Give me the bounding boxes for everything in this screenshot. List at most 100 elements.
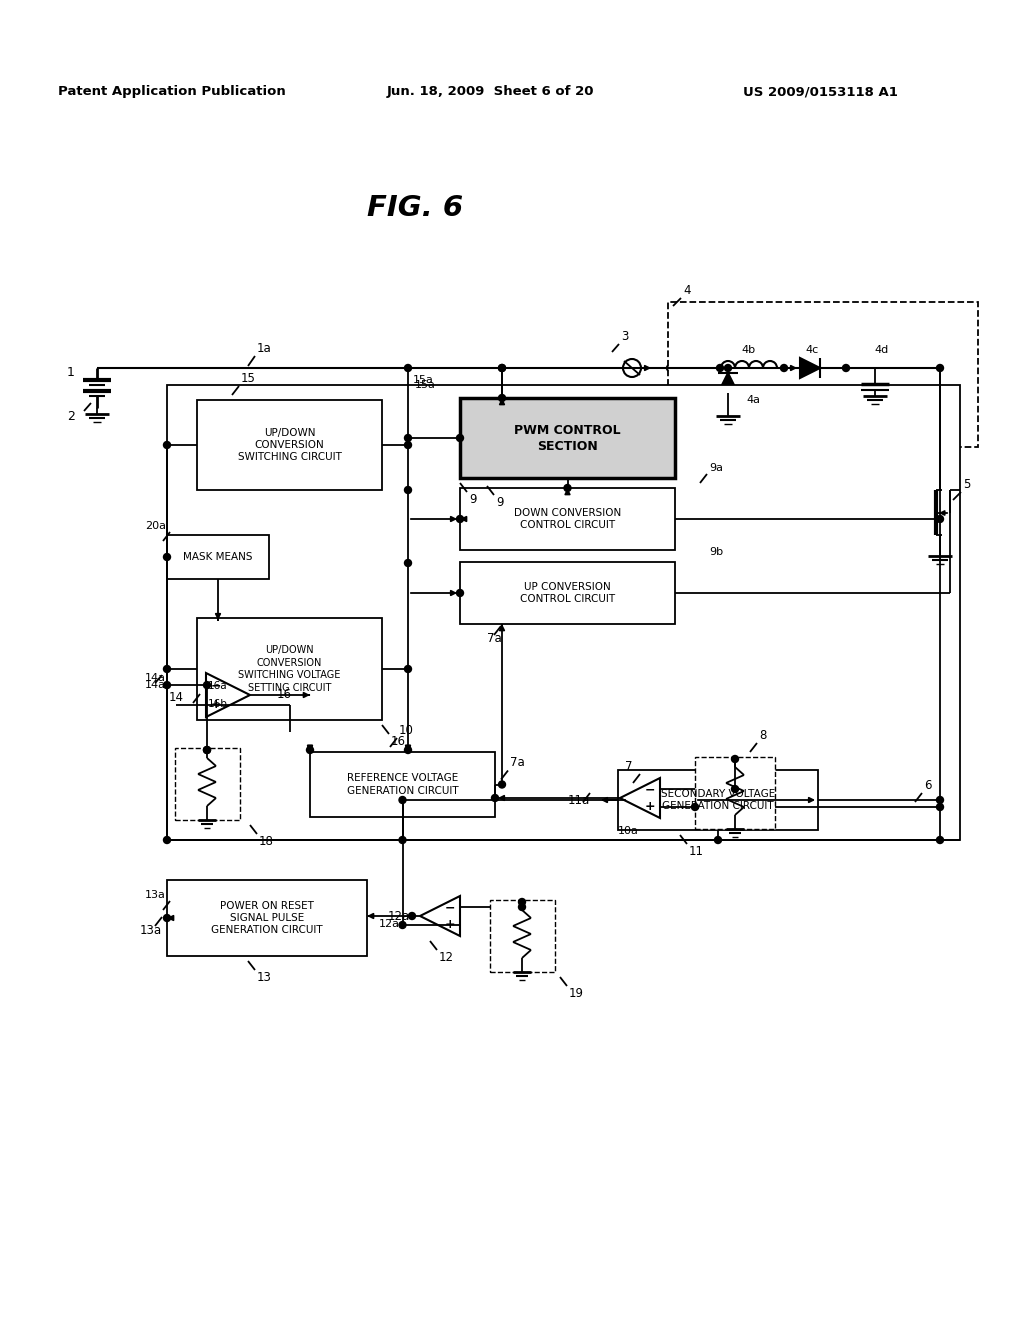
- Text: 7: 7: [625, 760, 632, 774]
- Circle shape: [399, 921, 406, 928]
- Circle shape: [715, 837, 722, 843]
- Text: 9a: 9a: [709, 463, 723, 473]
- Circle shape: [780, 364, 787, 371]
- Circle shape: [457, 516, 464, 523]
- Text: REFERENCE VOLTAGE
GENERATION CIRCUIT: REFERENCE VOLTAGE GENERATION CIRCUIT: [347, 774, 459, 796]
- Circle shape: [937, 837, 943, 843]
- Circle shape: [204, 681, 211, 689]
- Circle shape: [404, 487, 412, 494]
- Circle shape: [499, 364, 506, 371]
- Text: 16a: 16a: [208, 681, 227, 690]
- Circle shape: [164, 915, 171, 921]
- Text: 4d: 4d: [874, 345, 889, 355]
- Text: 4: 4: [683, 284, 690, 297]
- Text: 15: 15: [241, 372, 256, 385]
- Text: 9: 9: [469, 492, 476, 506]
- Text: 13a: 13a: [140, 924, 162, 936]
- Text: 15a: 15a: [413, 375, 434, 385]
- Circle shape: [404, 665, 412, 672]
- Text: 13: 13: [257, 972, 272, 983]
- Bar: [197, 618, 382, 719]
- Circle shape: [731, 755, 738, 763]
- Text: UP/DOWN
CONVERSION
SWITCHING VOLTAGE
SETTING CIRCUIT: UP/DOWN CONVERSION SWITCHING VOLTAGE SET…: [239, 645, 341, 693]
- Circle shape: [937, 804, 943, 810]
- Circle shape: [937, 364, 943, 371]
- Text: +: +: [645, 800, 655, 813]
- Text: 1a: 1a: [257, 342, 271, 355]
- Circle shape: [164, 837, 171, 843]
- Text: 14a: 14a: [145, 673, 166, 682]
- Circle shape: [164, 553, 171, 561]
- Circle shape: [667, 364, 674, 371]
- Text: UP/DOWN
CONVERSION
SWITCHING CIRCUIT: UP/DOWN CONVERSION SWITCHING CIRCUIT: [238, 428, 341, 462]
- Circle shape: [306, 747, 313, 754]
- Circle shape: [499, 395, 506, 401]
- Text: 11: 11: [689, 845, 705, 858]
- Bar: [618, 770, 818, 830]
- Text: 16: 16: [278, 689, 292, 701]
- Text: −: −: [444, 902, 456, 913]
- Text: 8: 8: [759, 729, 766, 742]
- Text: +: +: [444, 917, 456, 931]
- Circle shape: [457, 590, 464, 597]
- Text: −: −: [211, 680, 221, 692]
- Circle shape: [399, 837, 406, 843]
- Circle shape: [409, 912, 416, 920]
- Text: MASK MEANS: MASK MEANS: [183, 552, 253, 562]
- Text: US 2009/0153118 A1: US 2009/0153118 A1: [742, 86, 897, 99]
- Circle shape: [499, 781, 506, 788]
- Text: 16: 16: [391, 735, 406, 748]
- Text: 15a: 15a: [415, 380, 436, 389]
- Circle shape: [717, 364, 724, 371]
- Text: −: −: [645, 783, 655, 796]
- Circle shape: [164, 665, 171, 672]
- Circle shape: [843, 364, 850, 371]
- Text: 14a: 14a: [145, 680, 166, 690]
- Bar: [167, 880, 367, 956]
- Text: PWM CONTROL
SECTION: PWM CONTROL SECTION: [514, 424, 621, 453]
- Circle shape: [164, 441, 171, 449]
- Text: 7a: 7a: [487, 632, 502, 645]
- Text: FIG. 6: FIG. 6: [367, 194, 463, 222]
- Bar: [167, 385, 961, 840]
- Text: +: +: [211, 698, 221, 710]
- Circle shape: [691, 804, 698, 810]
- Text: Jun. 18, 2009  Sheet 6 of 20: Jun. 18, 2009 Sheet 6 of 20: [386, 86, 594, 99]
- Text: 1: 1: [68, 367, 75, 380]
- Circle shape: [937, 796, 943, 804]
- Text: 13a: 13a: [145, 890, 166, 900]
- Circle shape: [564, 484, 571, 491]
- Text: 12: 12: [439, 950, 454, 964]
- Circle shape: [404, 560, 412, 566]
- Polygon shape: [718, 374, 738, 393]
- Bar: [490, 900, 555, 972]
- Text: 10a: 10a: [618, 826, 639, 836]
- Circle shape: [404, 747, 412, 754]
- Bar: [175, 748, 240, 820]
- Circle shape: [725, 364, 731, 371]
- Circle shape: [937, 516, 943, 523]
- Text: 19: 19: [569, 987, 584, 1001]
- Text: 4a: 4a: [746, 395, 760, 405]
- Text: 10: 10: [399, 723, 414, 737]
- Text: 7a: 7a: [510, 756, 524, 770]
- Bar: [167, 535, 269, 579]
- Text: 12a: 12a: [388, 909, 410, 923]
- Text: 12a: 12a: [379, 919, 400, 929]
- Text: DOWN CONVERSION
CONTROL CIRCUIT: DOWN CONVERSION CONTROL CIRCUIT: [514, 508, 622, 531]
- Text: 6: 6: [924, 779, 932, 792]
- Circle shape: [518, 899, 525, 906]
- Text: 18: 18: [259, 836, 273, 847]
- Bar: [668, 302, 978, 447]
- Text: 9b: 9b: [709, 546, 723, 557]
- Text: POWER ON RESET
SIGNAL PULSE
GENERATION CIRCUIT: POWER ON RESET SIGNAL PULSE GENERATION C…: [211, 900, 323, 936]
- Bar: [460, 562, 675, 624]
- Text: 14: 14: [169, 690, 184, 704]
- Text: 3: 3: [621, 330, 629, 343]
- Bar: [197, 400, 382, 490]
- Text: UP CONVERSION
CONTROL CIRCUIT: UP CONVERSION CONTROL CIRCUIT: [520, 582, 615, 605]
- Circle shape: [492, 795, 499, 801]
- Circle shape: [164, 681, 171, 689]
- Text: 20a: 20a: [145, 521, 166, 531]
- Text: 4b: 4b: [741, 345, 755, 355]
